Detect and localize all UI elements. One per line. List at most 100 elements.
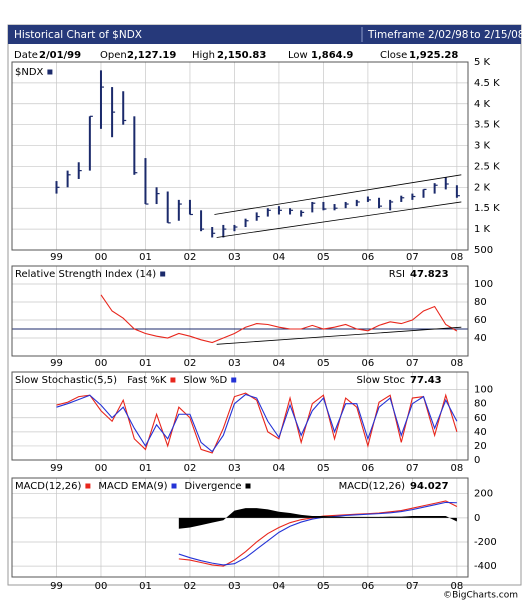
plot-area	[12, 372, 468, 460]
x-tick-label: 00	[95, 581, 108, 592]
x-tick-label: 08	[451, 463, 464, 474]
y-tick-label: 4 K	[474, 99, 491, 110]
y-tick-label: 2 K	[474, 182, 491, 193]
y-tick-label: -400	[474, 561, 497, 572]
plot-area	[12, 478, 468, 577]
x-tick-label: 05	[317, 581, 330, 592]
y-tick-label: 200	[474, 489, 493, 500]
x-tick-label: 07	[406, 463, 419, 474]
readout-label: RSI	[389, 269, 405, 280]
x-tick-label: 06	[362, 463, 375, 474]
x-tick-label: 03	[228, 581, 241, 592]
readout-label: Slow Stoc	[357, 375, 406, 386]
trend-line	[216, 201, 462, 238]
legend-label: Fast %K	[127, 375, 167, 386]
readout-value: 47.823	[410, 269, 449, 280]
y-tick-label: 1.5 K	[474, 203, 500, 214]
readout-value: 94.027	[410, 481, 449, 492]
legend-marker	[171, 483, 177, 489]
info-label: Open	[100, 50, 127, 61]
y-tick-label: 100	[474, 385, 493, 396]
y-tick-label: 60	[474, 315, 487, 326]
info-label: High	[192, 50, 215, 61]
info-label: Low	[288, 50, 308, 61]
x-tick-label: 01	[139, 358, 152, 369]
plot-border	[11, 265, 469, 357]
info-label: Date	[14, 50, 38, 61]
header-bar	[8, 25, 521, 44]
legend-label: Divergence	[185, 481, 242, 492]
info-value: 2,127.19	[127, 50, 176, 61]
series-line	[56, 393, 458, 453]
y-tick-label: 20	[474, 441, 487, 452]
legend-label: MACD(12,26)	[15, 481, 82, 492]
y-tick-label: 60	[474, 413, 487, 424]
x-tick-label: 02	[184, 252, 197, 263]
y-tick-label: 2.5 K	[474, 161, 500, 172]
y-tick-label: 3.5 K	[474, 120, 500, 131]
timeframe-to-word: to	[470, 29, 481, 41]
x-tick-label: 05	[317, 252, 330, 263]
plot-area	[12, 266, 468, 356]
x-tick-label: 07	[406, 581, 419, 592]
x-tick-label: 00	[95, 252, 108, 263]
plot-border	[11, 371, 469, 461]
y-tick-label: 500	[474, 245, 493, 256]
y-tick-label: 0	[474, 513, 480, 524]
x-tick-label: 99	[50, 463, 63, 474]
x-tick-label: 01	[139, 463, 152, 474]
y-tick-label: 5 K	[474, 57, 491, 68]
x-tick-label: 04	[273, 463, 286, 474]
y-tick-label: 3 K	[474, 141, 491, 152]
x-tick-label: 99	[50, 358, 63, 369]
y-tick-label: -200	[474, 537, 497, 548]
legend-label: $NDX	[15, 67, 44, 78]
panel-title: Slow Stochastic(5,5)	[15, 375, 117, 386]
chart-title: Historical Chart of $NDX	[14, 29, 142, 41]
legend-marker	[231, 377, 237, 383]
x-tick-label: 08	[451, 358, 464, 369]
x-tick-label: 02	[184, 581, 197, 592]
x-tick-label: 06	[362, 581, 375, 592]
x-tick-label: 03	[228, 358, 241, 369]
y-tick-label: 4.5 K	[474, 78, 500, 89]
x-tick-label: 06	[362, 358, 375, 369]
series-line	[100, 294, 458, 344]
readout-label: MACD(12,26)	[339, 481, 406, 492]
legend-marker	[47, 69, 53, 75]
divergence-area	[178, 508, 457, 529]
legend-label: Slow %D	[183, 375, 227, 386]
y-tick-label: 1 K	[474, 224, 491, 235]
timeframe-from: 2/02/98	[428, 29, 468, 41]
info-value: 2,150.83	[217, 50, 266, 61]
x-tick-label: 01	[139, 252, 152, 263]
x-tick-label: 08	[451, 581, 464, 592]
y-tick-label: 80	[474, 297, 487, 308]
timeframe-to: 2/15/08	[484, 29, 524, 41]
x-tick-label: 99	[50, 252, 63, 263]
info-value: 1,925.28	[409, 50, 458, 61]
trend-line	[216, 326, 462, 345]
x-tick-label: 05	[317, 358, 330, 369]
plot-area	[12, 62, 468, 250]
x-tick-label: 99	[50, 581, 63, 592]
x-tick-label: 02	[184, 358, 197, 369]
y-tick-label: 100	[474, 279, 493, 290]
info-value: 1,864.9	[311, 50, 353, 61]
timeframe-label: Timeframe	[367, 29, 425, 41]
footer: ©BigCharts.com	[443, 591, 518, 601]
x-tick-label: 03	[228, 252, 241, 263]
x-tick-label: 04	[273, 358, 286, 369]
plot-border	[11, 61, 469, 251]
legend-marker	[245, 483, 251, 489]
y-tick-label: 0	[474, 455, 480, 466]
x-tick-label: 01	[139, 581, 152, 592]
legend-marker	[160, 271, 166, 277]
info-value: 2/01/99	[39, 50, 81, 61]
x-tick-label: 02	[184, 463, 197, 474]
x-tick-label: 07	[406, 252, 419, 263]
readout-value: 77.43	[410, 375, 442, 386]
legend-marker	[85, 483, 91, 489]
series-line	[56, 392, 458, 454]
